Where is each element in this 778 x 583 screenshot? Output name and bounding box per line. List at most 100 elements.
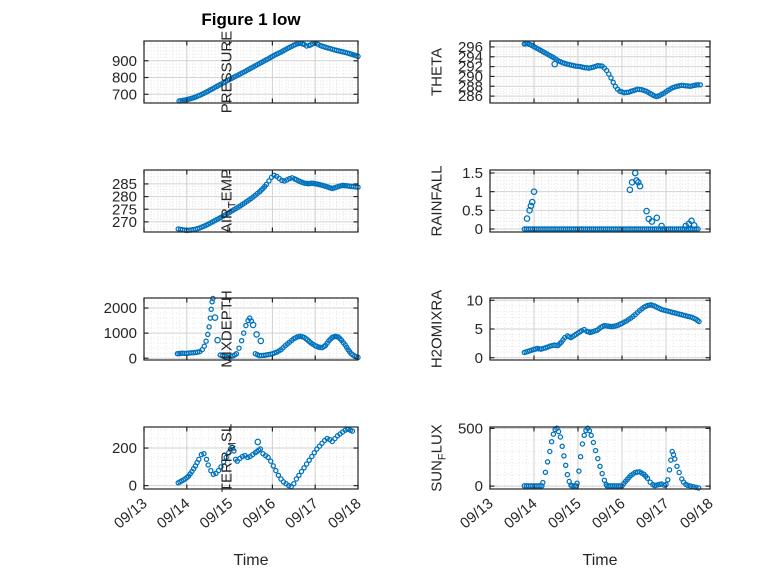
y-tick-label: 0 [129,350,137,367]
subplot-air_temp: 270 275 280 285 AIRTEMP [112,168,361,234]
axes-box [143,40,359,104]
y-tick-label: 500 [458,420,483,437]
x-tick-label: 09/16 [239,495,279,532]
y-tick-labels: 0 500 [458,420,483,495]
x-tick-label: 09/13 [457,495,497,532]
axes-box [489,426,711,490]
x-tick-label: 09/16 [589,495,629,532]
axes-box [143,169,359,233]
y-tick-label: 200 [112,440,137,457]
tick-marks [489,41,711,103]
y-tick-labels: 0 0.51 1.5 [462,165,483,238]
ylabel-rainfall: RAINFALL [428,165,446,237]
x-tick-label: 09/14 [501,495,541,532]
data-markers [175,426,356,490]
x-tick-label: 09/15 [196,495,236,532]
y-tick-label: 0 [129,478,137,495]
data-markers [521,425,702,491]
axes-box [143,297,359,361]
plot-svg-sun_flux: 0 500 09/13 09/14 09/15 09/16 09/17 09/18 [457,420,717,532]
ylabel-air_temp: AIRTEMP [218,168,239,234]
y-tick-label: 288 [458,78,483,95]
y-tick-label: 5 [475,321,483,338]
x-tick-label: 09/15 [545,495,585,532]
ylabel-terr_msl: TERRMSL [218,423,239,493]
data-markers [175,172,361,234]
major-grid [143,427,359,489]
tick-marks [143,427,359,489]
x-tick-labels: 09/13 09/14 09/15 09/16 09/17 09/18 [457,495,717,532]
tick-marks [489,427,711,489]
y-tick-labels: 0 1000 2000 [104,300,137,367]
y-tick-labels: 0 5 10 [466,292,483,366]
y-tick-label: 296 [458,39,483,56]
tick-marks [143,41,359,103]
xlabel-time-left: Time [233,552,269,569]
plot-svg-terr_msl: 0 200 09/13 09/14 09/15 09/16 09/17 09/18 [111,426,365,532]
subplot-sun_flux: 0 500 09/13 09/14 09/15 09/16 09/17 09/18 SUNFLU… [429,420,717,532]
subplot-pressure: 700 800 900 PRESSURE [112,31,361,113]
y-tick-label: 280 [112,189,137,206]
major-grid [143,170,359,232]
y-tick-label: 2000 [104,300,137,317]
data-markers [174,295,361,361]
x-tick-label: 09/13 [111,495,151,532]
y-tick-label: 900 [112,53,137,70]
y-tick-label: 290 [458,69,483,86]
x-tick-label: 09/14 [154,495,194,532]
x-tick-label: 09/18 [677,495,717,532]
subplot-terr_msl: 0 200 09/13 09/14 09/15 09/16 09/17 09/18 TERRMS… [111,423,365,532]
y-tick-label: 0 [475,350,483,367]
axes-box [143,426,359,490]
minor-grid [490,41,710,103]
y-tick-label: 285 [112,176,137,193]
data-markers [521,40,704,100]
plot-svg-rainfall: 0 0.51 1.5 [462,165,711,238]
minor-grid [144,41,358,103]
y-tick-label: 0 [475,221,483,238]
ylabel-sun_flux: SUNFLUX [428,424,449,492]
minor-grid [144,427,358,489]
xlabel-time-right: Time [582,552,618,569]
plot-svg-h2omixra: 0 5 10 [466,292,711,367]
y-tick-label: 286 [458,88,483,105]
x-tick-label: 09/17 [633,495,673,532]
x-tick-label: 09/18 [325,495,365,532]
x-tick-label: 09/17 [282,495,322,532]
y-tick-labels: 0 200 [112,440,137,495]
tick-marks [143,170,359,232]
y-tick-label: 700 [112,86,137,103]
y-tick-label: 294 [458,49,483,66]
axes-box [489,169,711,233]
subplot-h2omixra: 0 5 10 H2OMIXRA [429,290,711,368]
y-tick-label: 292 [458,59,483,76]
y-tick-label: 270 [112,214,137,231]
ylabel-h2omixra: H2OMIXRA [428,289,446,369]
data-markers [521,169,701,232]
y-tick-label: 1.5 [462,165,483,182]
y-tick-label: 0.5 [462,202,483,219]
tick-marks [489,170,711,232]
y-tick-label: 10 [466,292,483,309]
y-tick-label: 1000 [104,325,137,342]
ylabel-pressure: PRESSURE [218,30,236,114]
y-tick-label: 0 [475,478,483,495]
plot-svg-mixdepth: 0 1000 2000 [104,295,361,367]
ylabel-theta: THETA [428,47,446,97]
y-tick-label: 800 [112,70,137,87]
tick-marks [143,298,359,360]
figure-title: Figure 1 low [201,10,301,29]
y-tick-label: 1 [475,184,483,201]
axes-box [489,40,711,104]
y-tick-label: 275 [112,201,137,218]
tick-marks [489,298,711,360]
subplot-theta: 286 288 290 292 294 296 THETA [429,39,711,105]
subplot-rainfall: 0 0.5 1 1.5 RAINFALL [429,165,711,238]
